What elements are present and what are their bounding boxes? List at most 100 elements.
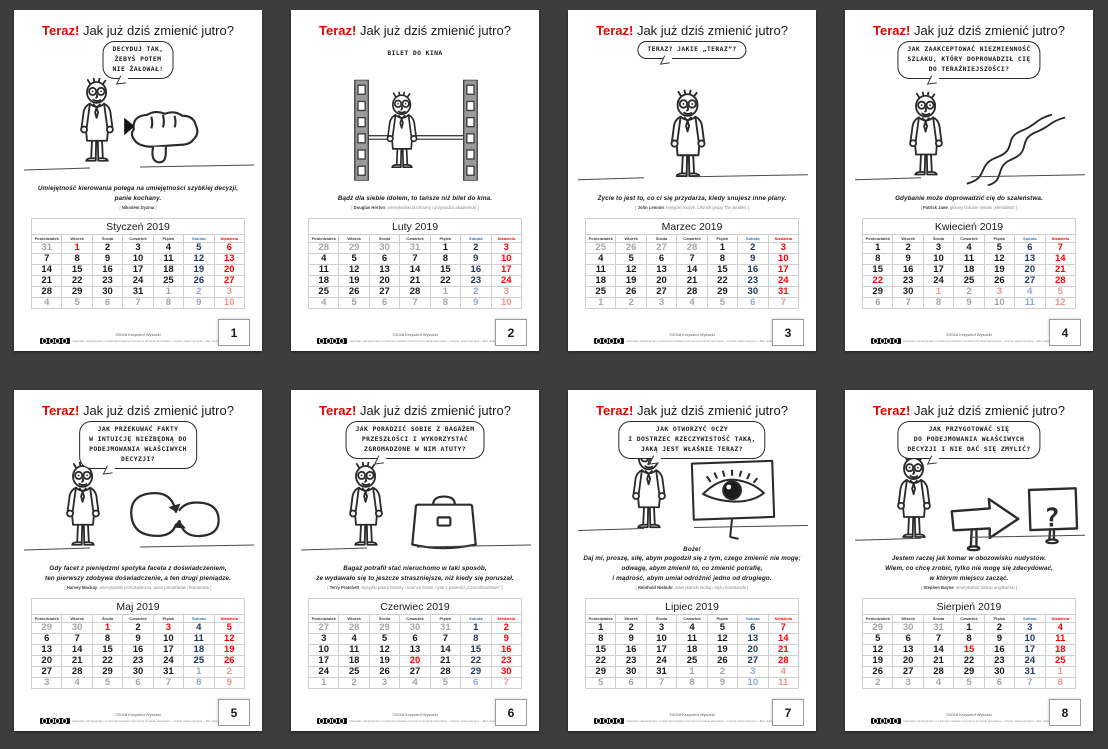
page-title: Teraz! Jak już dziś zmienić jutro? (14, 22, 262, 39)
day-cell: 5 (429, 677, 462, 689)
day-cell: 6 (122, 677, 154, 689)
day-cell: 22 (862, 275, 894, 287)
day-cell: 9 (183, 297, 215, 309)
day-cell: 28 (308, 242, 340, 254)
copyright: ©2018 Krzysztof Wysocki (115, 711, 161, 717)
day-cell: 7 (399, 253, 431, 265)
day-cell: 29 (953, 666, 985, 678)
day-cell: 5 (91, 677, 124, 689)
day-cell: 30 (892, 622, 924, 634)
day-cell: 20 (213, 264, 245, 276)
cc-license-badge-icon (316, 718, 347, 724)
calendar-page[interactable]: Teraz! Jak już dziś zmienić jutro? TERAZ… (568, 10, 816, 351)
day-cell: 29 (31, 622, 63, 634)
day-cell: 30 (615, 666, 647, 678)
day-cell: 25 (585, 242, 617, 254)
calendar-page[interactable]: Teraz! Jak już dziś zmienić jutro? BILET… (291, 10, 539, 351)
day-cell: 31 (429, 622, 462, 634)
day-cell: 22 (61, 275, 93, 287)
cartoon-area: JAK OTWORZYĆ OCZY I DOSTRZEC RZECZYWISTOŚ… (568, 419, 816, 545)
page-middle: JAK OTWORZYĆ OCZY I DOSTRZEC RZECZYWISTOŚ… (568, 419, 816, 595)
week-row: 8 9 10 11 12 13 14 (862, 253, 1076, 265)
day-cell: 1 (585, 622, 617, 634)
day-cell: 29 (460, 666, 492, 678)
day-cell: 18 (152, 264, 185, 276)
day-cell: 18 (308, 275, 340, 287)
day-cell: 22 (91, 655, 124, 667)
calendar-page[interactable]: Teraz! Jak już dziś zmienić jutro? DECYD… (14, 10, 262, 351)
day-cell: 20 (737, 644, 769, 656)
day-cell: 25 (152, 275, 185, 287)
day-cell: 3 (490, 242, 522, 254)
day-cell: 7 (122, 297, 154, 309)
day-cell: 30 (983, 666, 1016, 678)
week-row: 4 5 6 7 8 9 10 (31, 297, 245, 309)
week-row: 29 30 1 2 3 4 5 (31, 622, 245, 634)
page-footer: ©2018 Krzysztof Wysocki Kalendarz udostę… (14, 711, 262, 724)
license-text: Kalendarz udostępniany na licencji Creat… (71, 719, 237, 723)
week-row: 27 28 29 30 31 1 2 (31, 666, 245, 678)
day-cell: 2 (213, 666, 245, 678)
day-cell: 9 (460, 253, 492, 265)
month-calendar: Marzec 2019 Poniedziałek Wtorek Środa Czwar… (585, 218, 799, 309)
day-cell: 1 (61, 242, 93, 254)
page-title-rest: Jak już dziś zmienić jutro? (356, 23, 511, 38)
day-cell: 26 (983, 275, 1016, 287)
day-cell: 2 (953, 286, 985, 298)
week-row: 11 12 13 14 15 16 17 (585, 264, 799, 276)
day-cell: 9 (953, 297, 985, 309)
attribution-name: Reinhold Niebuhr (638, 585, 673, 590)
license-text: Kalendarz udostępniany na licencji Creat… (902, 719, 1068, 723)
cc-license-badge-icon (870, 338, 901, 344)
page-title: Teraz! Jak już dziś zmienić jutro? (291, 22, 539, 39)
cartoon-area: ? JAK PRZYGOTOWAĆ SIĘ DO PODEJMOWANIA WŁA… (845, 419, 1093, 554)
day-cell: 21 (767, 644, 799, 656)
calendar-page[interactable]: Teraz! Jak już dziś zmienić jutro? JAK P… (291, 390, 539, 731)
day-cell: 7 (767, 297, 799, 309)
week-row: 15 16 17 18 19 20 21 (585, 644, 799, 656)
day-cell: 7 (1044, 242, 1076, 254)
day-cell: 30 (368, 242, 401, 254)
day-cell: 27 (645, 286, 678, 298)
day-cell: 3 (490, 286, 522, 298)
day-cell: 6 (983, 677, 1016, 689)
day-cell: 7 (31, 253, 63, 265)
day-cell: 16 (737, 264, 769, 276)
cartoon-illustration (577, 444, 809, 540)
day-cell: 29 (862, 622, 894, 634)
day-cell: 16 (892, 264, 924, 276)
day-cell: 8 (429, 297, 462, 309)
license-row: Kalendarz udostępniany na licencji Creat… (291, 338, 539, 344)
copyright: ©2018 Krzysztof Wysocki (669, 331, 715, 337)
page-title: Teraz! Jak już dziś zmienić jutro? (291, 402, 539, 419)
day-cell: 2 (615, 622, 647, 634)
calendar-page[interactable]: Teraz! Jak już dziś zmienić jutro? JAK P… (14, 390, 262, 731)
day-cell: 10 (645, 633, 678, 645)
calendar-page[interactable]: Teraz! Jak już dziś zmienić jutro? JAK O… (568, 390, 816, 731)
page-middle: JAK ZAAKCEPTOWAĆ NIEZMIENNOŚĆ SZLAKU, KTÓ… (845, 39, 1093, 215)
page-number: 2 (495, 319, 527, 346)
calendar-page[interactable]: Teraz! Jak już dziś zmienić jutro? JAK Z… (845, 10, 1093, 351)
quote: Bądź dla siebie idolem, to tańsze niż bi… (337, 194, 493, 202)
day-cell: 5 (183, 242, 215, 254)
day-cell: 13 (645, 264, 678, 276)
week-row: 15 16 17 18 19 20 21 (862, 264, 1076, 276)
day-cell: 30 (91, 286, 124, 298)
license-row: Kalendarz udostępniany na licencji Creat… (845, 338, 1093, 344)
day-cell: 29 (862, 286, 894, 298)
day-cell: 4 (676, 622, 708, 634)
quote-block: Boże! Daj mi, proszę, siłę, abym pogodził… (568, 545, 816, 596)
day-cell: 4 (338, 633, 370, 645)
day-cell: 9 (892, 253, 924, 265)
day-cell: 28 (922, 666, 955, 678)
day-cell: 27 (645, 242, 678, 254)
day-cell: 1 (429, 242, 462, 254)
page-number: 1 (218, 319, 250, 346)
week-row: 6 7 8 9 10 11 12 (862, 297, 1076, 309)
day-cell: 6 (892, 633, 924, 645)
calendar-page[interactable]: Teraz! Jak już dziś zmienić jutro? ? JAK… (845, 390, 1093, 731)
day-cell: 8 (152, 297, 185, 309)
day-cell: 10 (213, 297, 245, 309)
day-cell: 9 (737, 253, 769, 265)
